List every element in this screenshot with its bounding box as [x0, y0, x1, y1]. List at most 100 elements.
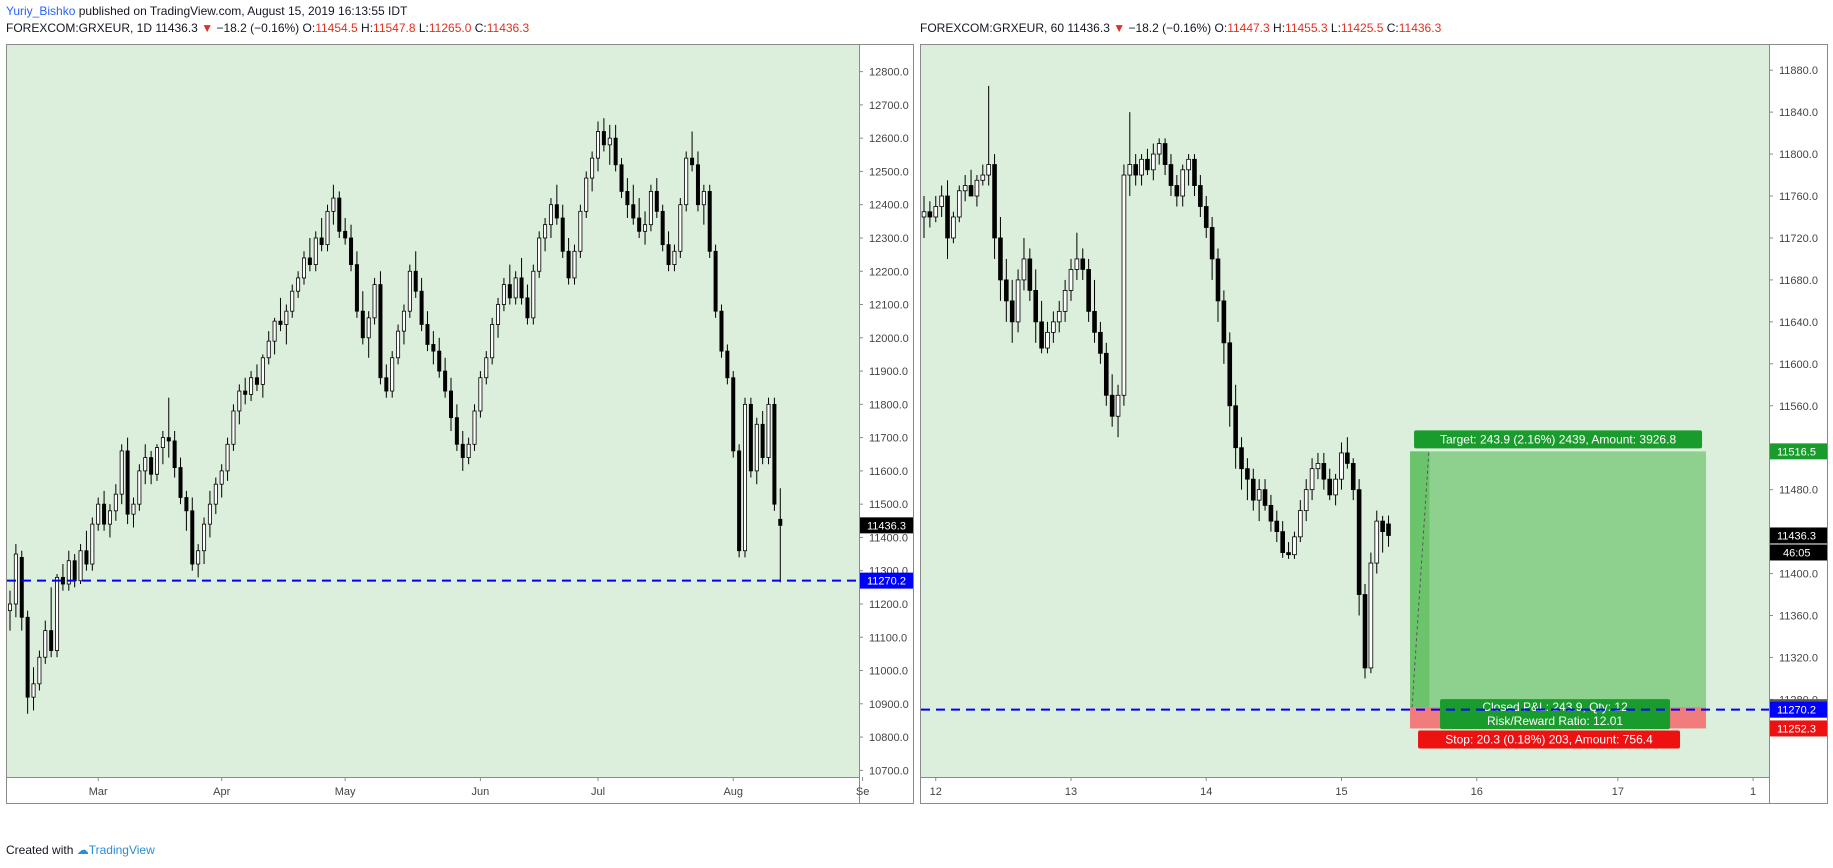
plot-background — [7, 45, 859, 777]
candle-body — [986, 164, 991, 176]
candle-body — [296, 277, 301, 292]
candle-body — [307, 257, 312, 265]
candle-body — [754, 423, 759, 472]
y-tick-label: 12500.0 — [869, 166, 909, 178]
candle-body — [1133, 164, 1138, 176]
candle-body — [507, 284, 512, 299]
candle-body — [543, 224, 548, 239]
candle-body — [337, 197, 342, 232]
candle-body — [690, 157, 695, 166]
daily-chart-panel[interactable]: 12800.0 12700.0 12600.0 12500.0 12400.0 12300… — [6, 44, 914, 804]
x-tick-label: Jul — [591, 786, 605, 798]
candle-body — [613, 137, 618, 166]
candle-body — [401, 310, 406, 332]
candle-body — [1356, 489, 1362, 595]
candle-body — [496, 304, 501, 325]
candle-body — [19, 557, 24, 618]
candle-body — [1239, 447, 1244, 470]
candle-body — [437, 350, 442, 372]
closed-pnl-box — [1440, 699, 1671, 730]
support-axis-label-box — [860, 572, 913, 589]
candle-body — [107, 510, 112, 525]
y-tick-label: 11360.0 — [1779, 610, 1818, 622]
low-value: 11265.0 — [428, 21, 472, 35]
x-tick-label: 16 — [1471, 786, 1483, 798]
candle-body — [90, 523, 95, 565]
author-link[interactable]: Yuriy_Bishko — [6, 4, 76, 18]
candle-body — [254, 377, 259, 385]
candle-body — [1098, 331, 1103, 354]
x-tick-label: 12 — [930, 786, 942, 798]
candle-body — [731, 377, 736, 452]
candle-body — [390, 357, 395, 392]
last-price: 11436.3 — [1067, 21, 1110, 35]
y-tick-label: 11500.0 — [869, 499, 908, 511]
candle-body — [1250, 478, 1256, 501]
hourly-chart-panel[interactable]: 11880.0 11840.0 11800.0 11760.0 11720.0 11680… — [920, 44, 1828, 804]
candle-body — [190, 510, 195, 565]
last-price-axis-box — [860, 517, 913, 534]
y-tick-label: 11900.0 — [869, 366, 908, 378]
candle-body — [1245, 468, 1250, 480]
candle-body — [384, 377, 389, 392]
candle-body — [490, 324, 495, 359]
footer-credit: Created with ☁TradingView — [6, 843, 155, 858]
daily-chart[interactable]: 12800.0 12700.0 12600.0 12500.0 12400.0 12300… — [7, 45, 914, 804]
high-value: 11547.8 — [373, 21, 416, 35]
candle-body — [772, 403, 777, 505]
candle-body — [1056, 310, 1062, 323]
candle-body — [695, 164, 700, 206]
candle-body — [219, 470, 224, 485]
y-tick-label: 12300.0 — [869, 233, 909, 245]
change-arrow: ▼ — [201, 21, 214, 35]
y-tick-label: 11680.0 — [1779, 275, 1818, 287]
candle-body — [396, 330, 401, 359]
stop-label-box — [1418, 730, 1681, 749]
high-label: H: — [361, 21, 374, 35]
change-value: −18.2 (−0.16%) — [1128, 21, 1212, 35]
candle-body — [1333, 478, 1338, 496]
x-tick-label: Jun — [472, 786, 490, 798]
candle-body — [601, 131, 606, 146]
candle-body — [1151, 153, 1156, 171]
y-tick-label: 11800.0 — [869, 399, 908, 411]
y-tick-label: 11600.0 — [869, 466, 908, 478]
open-label: O: — [302, 21, 316, 35]
tradingview-brand-link[interactable]: TradingView — [88, 843, 155, 857]
y-tick-label: 11000.0 — [869, 666, 908, 678]
candle-body — [945, 195, 950, 239]
y-tick-label: 12600.0 — [869, 133, 909, 145]
candle-body — [331, 197, 336, 212]
y-tick-label: 11840.0 — [1779, 107, 1818, 119]
candle-body — [1327, 478, 1333, 496]
open-value: 11447.3 — [1227, 21, 1270, 35]
candle-body — [419, 290, 424, 325]
candle-body — [554, 204, 559, 219]
candle-body — [666, 244, 671, 266]
candle-body — [25, 616, 30, 698]
candle-body — [13, 553, 18, 605]
candle-body — [743, 403, 748, 552]
candle-body — [1203, 206, 1209, 228]
candle-body — [237, 390, 242, 412]
close-value: 11436.3 — [486, 21, 530, 35]
candle-body — [939, 195, 944, 207]
last-price-axis-label: 11436.3 — [1777, 530, 1816, 542]
candle-body — [1280, 531, 1285, 553]
y-tick-label: 11400.0 — [869, 532, 908, 544]
candle-body — [590, 157, 595, 179]
candle-body — [325, 210, 330, 246]
candle-body — [1262, 489, 1268, 506]
x-tick-label: 14 — [1200, 786, 1212, 798]
candle-body — [1309, 468, 1315, 491]
stop-axis-label: 11252.3 — [1777, 723, 1816, 735]
candle-body — [1027, 258, 1033, 291]
candle-body — [431, 344, 436, 352]
candle-body — [1051, 321, 1056, 333]
hourly-legend: FOREXCOM:GRXEUR, 60 11436.3 ▼ −18.2 (−0.… — [920, 21, 1441, 36]
candle-body — [707, 190, 712, 252]
hourly-chart[interactable]: 11880.0 11840.0 11800.0 11760.0 11720.0 11680… — [921, 45, 1828, 804]
x-tick-label: 13 — [1065, 786, 1077, 798]
candle-body — [231, 410, 236, 445]
low-label: L: — [418, 21, 429, 35]
